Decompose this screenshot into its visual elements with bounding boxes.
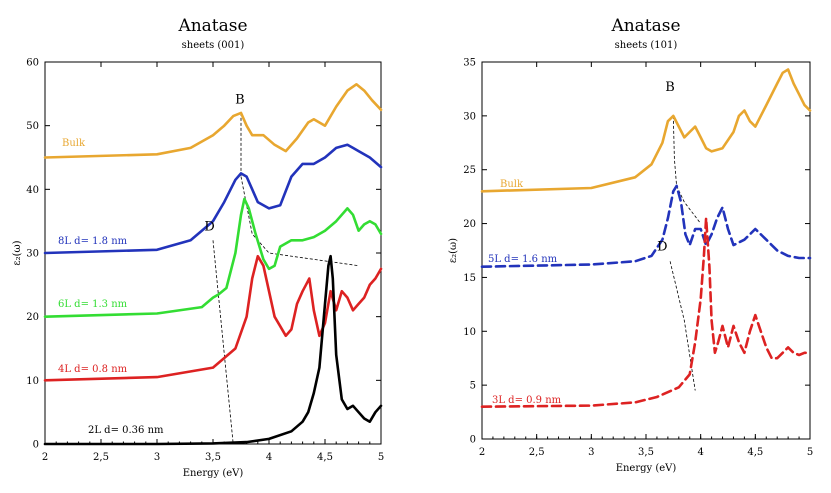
chart-title: Anatase: [177, 16, 247, 36]
series-label: 3L d= 0.9 nm: [492, 395, 562, 406]
series-label: 8L d= 1.8 nm: [58, 236, 128, 247]
series-label: 2L d= 0.36 nm: [88, 425, 164, 436]
y-tick-label: 10: [463, 327, 476, 338]
y-axis-label: ε₂(ω): [448, 238, 459, 263]
x-tick-label: 2,5: [529, 447, 545, 458]
x-tick-label: 4,5: [747, 447, 763, 458]
y-tick-label: 0: [33, 440, 39, 451]
y-axis-label: ε₂(ω): [12, 240, 23, 265]
y-tick-label: 50: [26, 121, 39, 132]
x-tick-label: 2: [479, 447, 485, 458]
peak-label: D: [204, 220, 214, 235]
y-tick-label: 5: [470, 381, 476, 392]
x-axis-label: Energy (eV): [616, 463, 677, 474]
x-tick-label: 4,5: [317, 452, 333, 463]
series-line: [480, 184, 812, 269]
y-tick-label: 20: [463, 219, 476, 230]
x-tick-label: 3,5: [638, 447, 654, 458]
series-line: [43, 254, 383, 382]
series-line: [43, 254, 383, 446]
x-tick-label: 5: [807, 447, 813, 458]
series-line: [43, 143, 383, 255]
series-line: [480, 68, 812, 193]
x-tick-label: 3: [588, 447, 594, 458]
plot-frame: [44, 61, 382, 445]
peak-label: B: [235, 92, 245, 107]
y-tick-label: 35: [463, 58, 476, 69]
guide-line: [669, 261, 696, 391]
series-label: 6L d= 1.3 nm: [58, 299, 128, 310]
x-tick-label: 2: [42, 452, 48, 463]
y-tick-label: 15: [463, 273, 476, 284]
x-tick-label: 4: [266, 452, 272, 463]
chart-subtitle: sheets (101): [615, 40, 678, 51]
series-label: 5L d= 1.6 nm: [488, 254, 558, 265]
series-line: [43, 83, 383, 159]
x-tick-label: 2,5: [93, 452, 109, 463]
guide-line: [672, 115, 677, 186]
y-tick-label: 10: [26, 376, 39, 387]
chart-subtitle: sheets (001): [182, 40, 245, 51]
peak-label: D: [657, 240, 667, 255]
y-tick-label: 25: [463, 165, 476, 176]
x-axis-label: Energy (eV): [183, 468, 244, 479]
series-line: [43, 197, 383, 319]
chart-title: Anatase: [610, 16, 680, 36]
series-label: Bulk: [62, 138, 86, 149]
y-tick-label: 60: [26, 58, 39, 69]
y-tick-label: 0: [470, 435, 476, 446]
peak-label: B: [665, 80, 675, 95]
x-tick-label: 3,5: [205, 452, 221, 463]
series-line: [480, 216, 812, 409]
y-tick-label: 30: [463, 111, 476, 122]
guide-line: [676, 185, 702, 224]
series-label: Bulk: [500, 179, 524, 190]
y-tick-label: 30: [26, 249, 39, 260]
guide-line: [240, 176, 359, 267]
x-tick-label: 3: [154, 452, 160, 463]
series-label: 4L d= 0.8 nm: [58, 364, 128, 375]
y-tick-label: 20: [26, 312, 39, 323]
chart-101-sheets: Anatase sheets (101) 2 2,5 3 3,5 4 4,5 5 0 5 10 15 20…: [448, 16, 813, 474]
x-tick-label: 4: [697, 447, 703, 458]
y-tick-label: 40: [26, 185, 39, 196]
guide-line: [212, 240, 234, 445]
x-tick-label: 5: [378, 452, 384, 463]
